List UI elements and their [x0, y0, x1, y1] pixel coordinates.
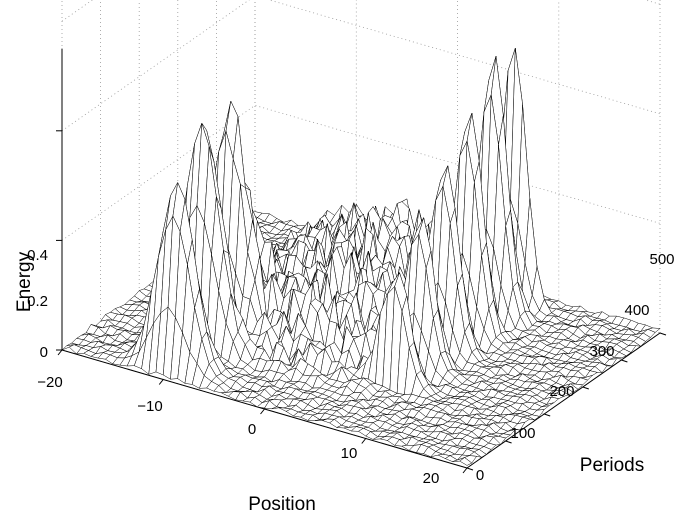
z-axis-label: Energy: [14, 251, 35, 312]
x-tick-label: −10: [137, 398, 162, 415]
surface-facet: [459, 457, 473, 466]
y-tick-mark: [621, 359, 628, 363]
y-tick-mark: [544, 413, 551, 417]
y-tick-mark: [466, 467, 474, 471]
z-tick-label: 0.2: [27, 293, 48, 310]
grid-line: [61, 0, 661, 132]
x-tick-labels: −20 −10 0 10 20: [37, 374, 439, 487]
y-tick-label: 100: [510, 425, 535, 442]
x-tick-label: 0: [248, 421, 256, 438]
y-tick-label: 200: [549, 383, 574, 400]
x-axis-label: Position: [248, 494, 316, 515]
y-tick-label: 500: [649, 251, 674, 268]
energy-surface: [61, 47, 661, 466]
x-tick-label: 10: [341, 445, 358, 462]
y-tick-label: 0: [476, 467, 484, 484]
x-tick-mark: [57, 349, 63, 356]
y-tick-mark: [659, 332, 667, 336]
x-tick-label: −20: [37, 374, 62, 391]
x-tick-mark: [158, 379, 164, 385]
z-tick-label: 0: [40, 344, 48, 361]
y-tick-mark: [505, 440, 512, 444]
x-tick-label: 20: [423, 470, 440, 487]
z-tick-label: 0.4: [27, 247, 48, 264]
axes: [56, 48, 667, 474]
y-axis-label: Periods: [580, 455, 644, 476]
y-tick-label: 300: [589, 343, 614, 360]
x-tick-mark: [260, 408, 265, 415]
z-tick-labels: 0 0.2 0.4: [27, 247, 48, 361]
x-tick-mark: [361, 438, 367, 444]
x-tick-mark: [462, 467, 468, 474]
y-tick-mark: [582, 386, 589, 390]
y-axis-line: [466, 332, 661, 469]
y-tick-labels: 0 100 200 300 400 500: [476, 251, 675, 484]
grid-line: [61, 0, 661, 22]
y-tick-label: 400: [624, 302, 649, 319]
